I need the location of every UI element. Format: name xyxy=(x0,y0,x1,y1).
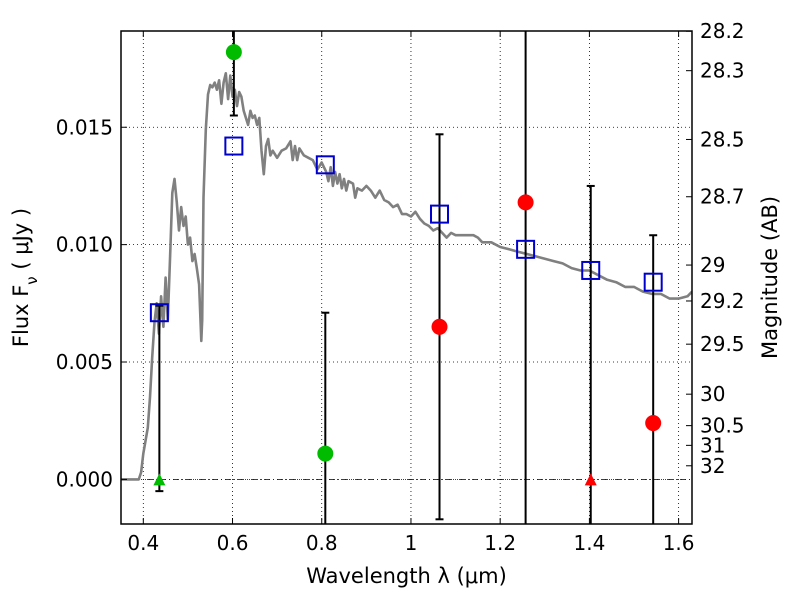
model-flux-square xyxy=(315,155,335,175)
model-flux-square xyxy=(516,239,536,259)
magnitude-tick-label: 28.2 xyxy=(700,19,745,43)
magnitude-tick-label: 30.5 xyxy=(700,414,745,438)
x-axis-label: Wavelength λ (μm) xyxy=(306,564,507,588)
magnitude-tick-label: 29 xyxy=(700,253,725,277)
model-flux-square xyxy=(149,303,169,323)
plot-frame xyxy=(120,30,693,525)
magnitude-axis-label: Magnitude (AB) xyxy=(758,196,782,359)
magnitude-tick-label: 32 xyxy=(700,454,725,478)
x-tick-label: 1 xyxy=(405,531,418,555)
x-tick-label: 0.4 xyxy=(127,531,159,555)
observed-flux-point xyxy=(317,445,334,462)
magnitude-tick-label: 28.7 xyxy=(700,185,745,209)
x-tick-label: 0.6 xyxy=(217,531,249,555)
model-spectrum-line xyxy=(121,72,692,481)
x-axis-ticks: 0.4 0.6 0.8 1 1.2 1.4 1.6 xyxy=(127,31,695,555)
observed-flux-point xyxy=(225,44,242,61)
y-axis-label: Flux Fν ( μJy ) xyxy=(9,208,41,347)
model-flux-square xyxy=(581,260,601,280)
magnitude-tick-label: 31 xyxy=(700,433,725,457)
x-tick-label: 1.4 xyxy=(573,531,605,555)
y-tick-label: 0.010 xyxy=(56,233,113,257)
model-flux-square xyxy=(643,272,663,292)
magnitude-tick-label: 29.5 xyxy=(700,332,745,356)
x-tick-label: 1.6 xyxy=(663,531,695,555)
magnitude-tick-label: 29.2 xyxy=(700,289,745,313)
x-tick-label: 0.8 xyxy=(306,531,338,555)
y-tick-label: 0.005 xyxy=(56,350,113,374)
model-flux-square xyxy=(430,204,450,224)
upper-limit-triangle xyxy=(153,473,166,486)
observed-flux-point xyxy=(645,415,662,432)
observed-flux-point xyxy=(431,318,448,335)
upper-limit-triangle xyxy=(584,473,597,486)
y-tick-label: 0.015 xyxy=(56,115,113,139)
x-tick-label: 1.2 xyxy=(484,531,516,555)
magnitude-tick-label: 28.5 xyxy=(700,127,745,151)
plot-series xyxy=(121,31,692,524)
model-flux-square xyxy=(224,136,244,156)
y-axis-ticks: 0.000 0.005 0.010 0.015 xyxy=(56,115,127,491)
observed-flux-point xyxy=(517,194,534,211)
magnitude-tick-label: 30 xyxy=(700,382,725,406)
magnitude-tick-label: 28.3 xyxy=(700,59,745,83)
y-tick-label: 0.000 xyxy=(56,467,113,491)
